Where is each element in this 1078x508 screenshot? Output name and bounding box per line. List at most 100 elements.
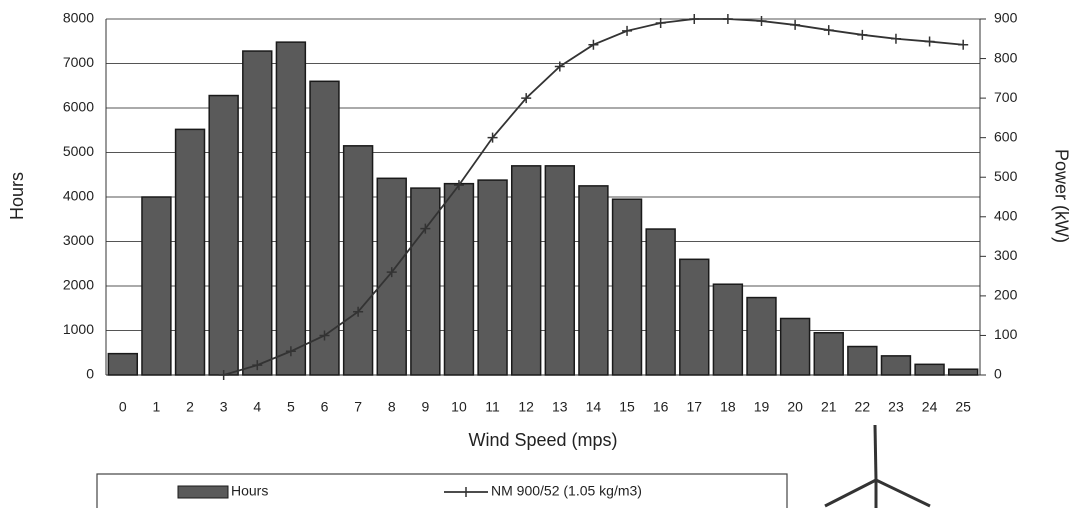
y2-tick-label: 400 <box>994 207 1018 223</box>
y2-tick-label: 700 <box>994 89 1018 105</box>
line-marker <box>756 15 767 26</box>
bar <box>510 165 542 376</box>
bar <box>645 228 676 376</box>
line-marker <box>453 180 464 191</box>
line-marker <box>722 14 733 24</box>
x-tick-label: 19 <box>754 399 770 415</box>
x-tick-label: 16 <box>653 399 669 415</box>
bar <box>880 355 912 376</box>
x-tick-label: 17 <box>686 399 702 415</box>
x-tick-label: 12 <box>518 399 534 415</box>
bar <box>947 368 979 376</box>
x-axis-label: Wind Speed (mps) <box>468 430 617 450</box>
bar <box>914 363 945 376</box>
bar <box>611 198 643 376</box>
line-marker <box>285 346 296 357</box>
bar <box>342 145 374 376</box>
bar <box>544 165 576 376</box>
x-tick-label: 25 <box>955 399 971 415</box>
line-marker <box>622 25 633 36</box>
bar <box>746 296 777 376</box>
x-tick-label: 5 <box>287 399 295 415</box>
bar <box>107 352 139 376</box>
bar <box>679 258 710 376</box>
line-marker <box>554 61 565 72</box>
y-axis-label: Hours <box>7 172 27 220</box>
y2-tick-label: 0 <box>994 366 1002 382</box>
bar <box>208 94 239 376</box>
bar <box>578 185 609 376</box>
x-tick-label: 4 <box>253 399 261 415</box>
line-marker <box>924 36 935 47</box>
x-tick-label: 10 <box>451 399 467 415</box>
x-tick-label: 2 <box>186 399 194 415</box>
y-tick-label: 4000 <box>63 188 94 204</box>
line-marker <box>857 29 868 40</box>
line-marker <box>823 25 834 36</box>
y2-tick-label: 800 <box>994 49 1018 65</box>
legend-box <box>96 473 788 508</box>
x-tick-label: 9 <box>421 399 429 415</box>
bar <box>443 182 475 376</box>
y-tick-label: 6000 <box>63 99 94 115</box>
y2-tick-label: 600 <box>994 128 1018 144</box>
legend-label: NM 900/52 (1.05 kg/m3) <box>491 483 642 499</box>
line-marker <box>420 223 431 234</box>
line-marker <box>790 19 801 30</box>
y2-axis-label: Power (kW) <box>1051 149 1071 243</box>
line-marker <box>487 132 498 143</box>
x-tick-label: 22 <box>855 399 871 415</box>
x-tick-label: 18 <box>720 399 736 415</box>
y2-tick-label: 300 <box>994 247 1018 263</box>
line-marker <box>353 306 364 317</box>
x-tick-label: 23 <box>888 399 904 415</box>
bar <box>847 345 878 376</box>
y2-tick-label: 900 <box>994 10 1018 26</box>
legend-label: Hours <box>231 483 268 499</box>
line-marker <box>521 93 532 104</box>
y-tick-label: 8000 <box>63 10 94 26</box>
bar <box>712 283 744 376</box>
x-tick-label: 3 <box>220 399 228 415</box>
x-tick-label: 13 <box>552 399 568 415</box>
line-marker <box>319 330 330 341</box>
bar <box>141 196 172 376</box>
x-tick-label: 11 <box>485 399 500 415</box>
x-tick-label: 15 <box>619 399 635 415</box>
line-marker <box>655 17 666 28</box>
line-marker <box>958 39 969 50</box>
line-marker <box>890 33 901 44</box>
bar <box>309 80 340 376</box>
bar <box>477 179 508 376</box>
bar <box>813 331 844 376</box>
x-tick-label: 20 <box>787 399 803 415</box>
y2-tick-label: 200 <box>994 287 1018 303</box>
y2-tick-label: 500 <box>994 168 1018 184</box>
y-tick-label: 0 <box>86 366 94 382</box>
bar <box>242 50 273 376</box>
bar <box>410 187 441 376</box>
x-tick-label: 8 <box>388 399 396 415</box>
y-tick-label: 3000 <box>63 232 94 248</box>
y-tick-label: 1000 <box>63 321 94 337</box>
line-marker <box>252 360 263 371</box>
x-tick-label: 24 <box>922 399 938 415</box>
x-tick-label: 14 <box>586 399 602 415</box>
y-tick-label: 7000 <box>63 54 94 70</box>
x-tick-label: 6 <box>321 399 329 415</box>
line-marker <box>218 370 229 380</box>
x-tick-label: 21 <box>821 399 837 415</box>
bar <box>174 128 206 376</box>
y-tick-label: 5000 <box>63 143 94 159</box>
line-marker <box>386 267 397 278</box>
x-tick-label: 7 <box>354 399 362 415</box>
bar <box>275 41 307 376</box>
line-marker <box>689 14 700 24</box>
x-tick-label: 0 <box>119 399 127 415</box>
bar <box>779 317 811 376</box>
legend-swatch <box>177 485 229 499</box>
y2-tick-label: 100 <box>994 326 1018 342</box>
x-tick-label: 1 <box>153 399 161 415</box>
y-tick-label: 2000 <box>63 277 94 293</box>
